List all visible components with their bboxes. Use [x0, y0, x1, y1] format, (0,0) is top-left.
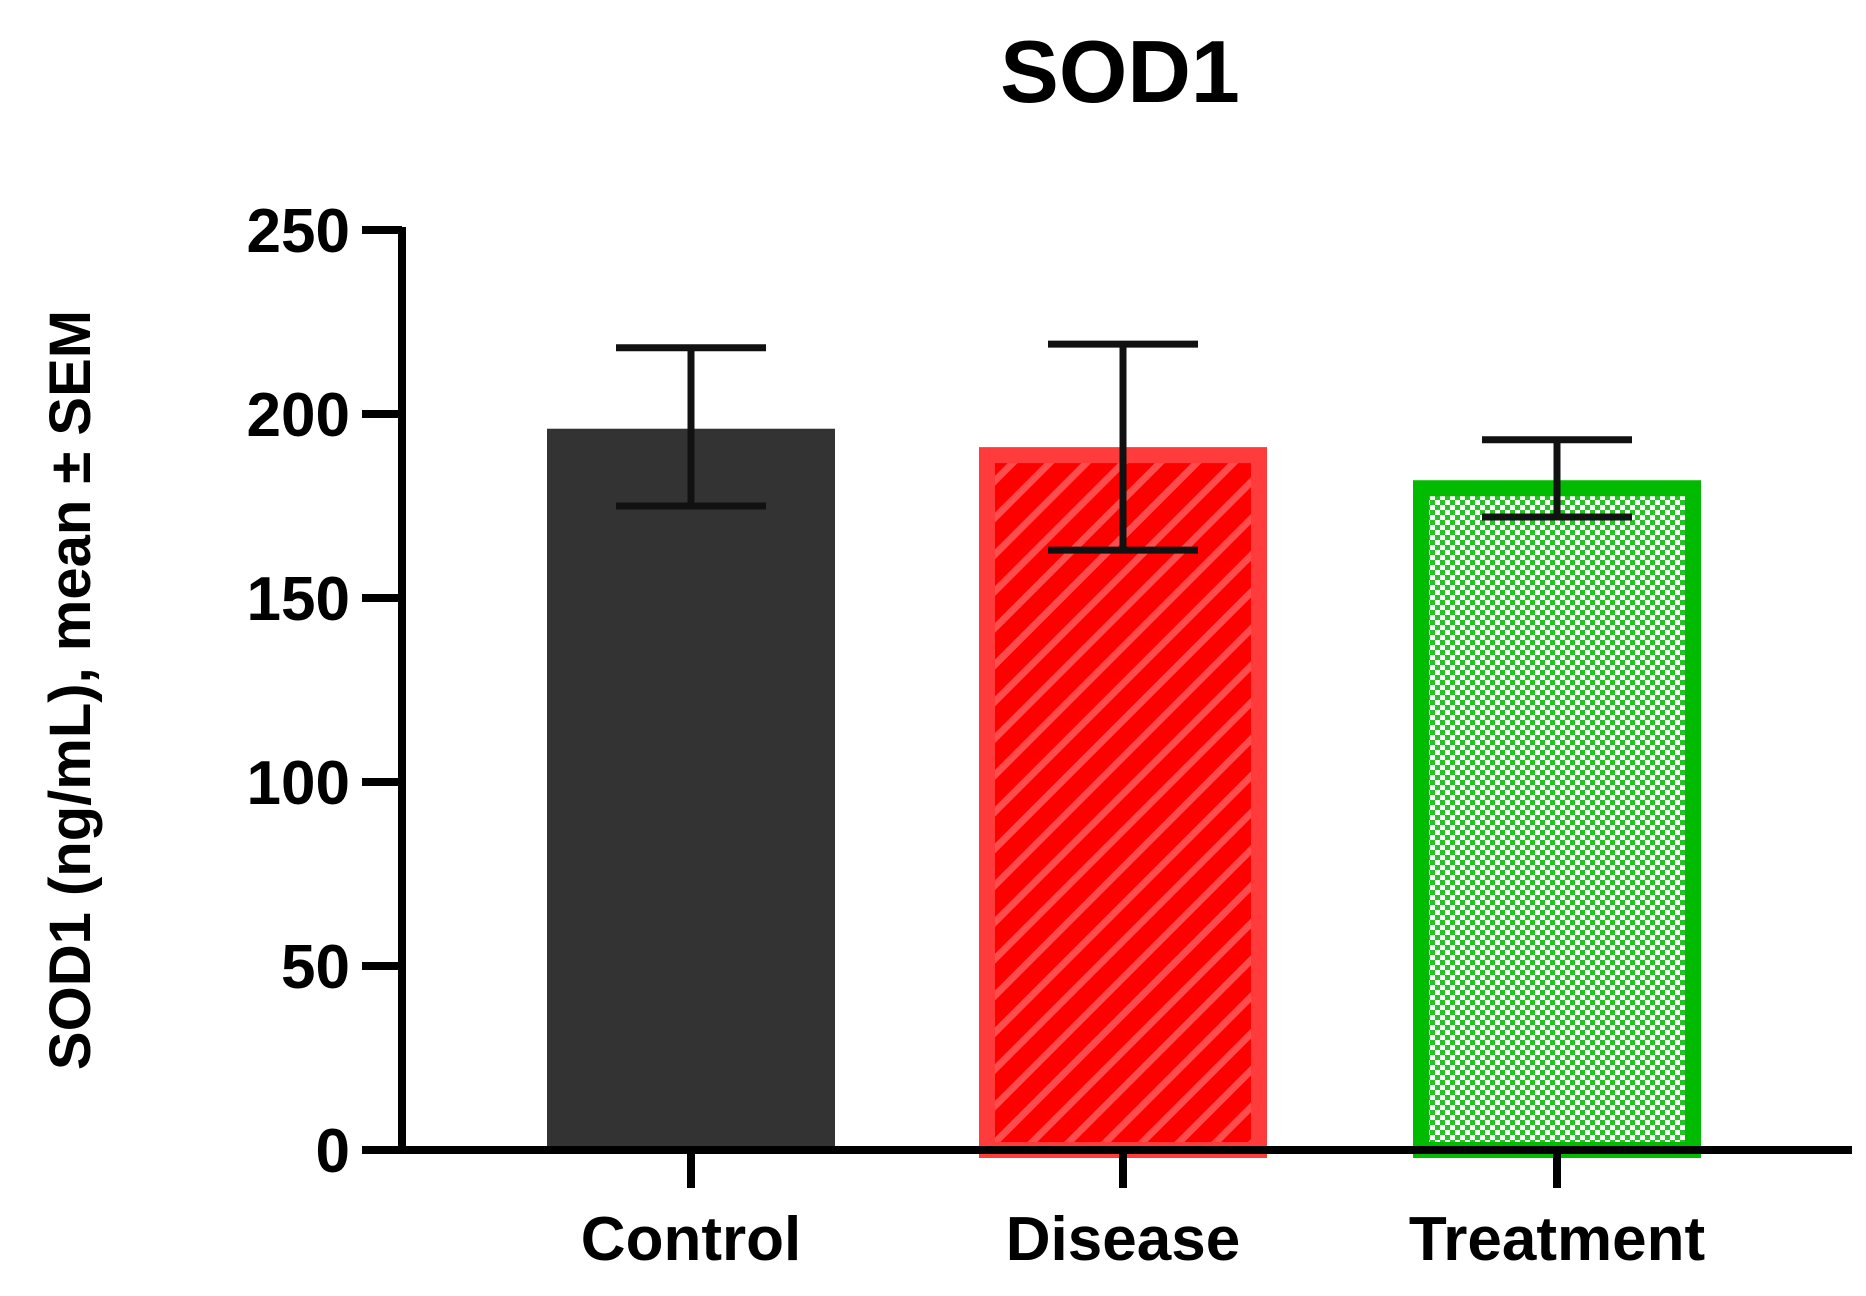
y-axis-label: SOD1 (ng/mL), mean ± SEM	[38, 310, 103, 1070]
bar-treatment	[1413, 480, 1701, 1158]
y-tick-label-150: 150	[247, 565, 350, 634]
x-tick-label-disease: Disease	[1006, 1205, 1240, 1274]
bar-control	[547, 428, 835, 1151]
y-tick-label-50: 50	[281, 933, 350, 1002]
y-tick-label-250: 250	[247, 197, 350, 266]
y-tick-label-100: 100	[247, 749, 350, 818]
chart-title: SOD1	[1000, 22, 1240, 121]
y-tick-label-0: 0	[316, 1117, 350, 1186]
bar-disease	[979, 447, 1267, 1158]
y-tick-label-200: 200	[247, 381, 350, 450]
x-tick-label-control: Control	[581, 1205, 801, 1274]
x-tick-label-treatment: Treatment	[1409, 1205, 1705, 1274]
